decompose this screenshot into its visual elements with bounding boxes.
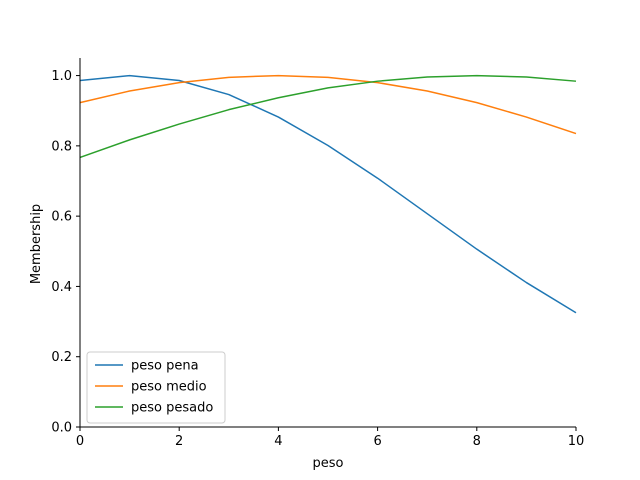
series-line-0 <box>79 74 577 314</box>
x-tick-label: 4 <box>274 434 282 449</box>
axes <box>79 58 576 428</box>
x-tick-label: 6 <box>373 434 381 449</box>
x-tick-label: 2 <box>175 434 183 449</box>
y-axis-label: Membership <box>29 204 44 284</box>
series-line-1 <box>79 74 577 135</box>
y-tick-label: 0.4 <box>51 280 72 295</box>
y-tick-label: 1.0 <box>51 69 72 84</box>
x-axis-label: peso <box>313 456 344 471</box>
legend: peso pena peso medio peso pesado <box>86 351 226 424</box>
legend-label-2: peso pesado <box>131 401 213 416</box>
series-line-2 <box>79 74 577 159</box>
x-axis-ticks: 0 2 4 6 8 10 <box>76 427 584 449</box>
series-lines <box>79 74 577 314</box>
y-tick-label: 0.8 <box>51 139 72 154</box>
x-tick-label: 10 <box>568 434 585 449</box>
x-tick-label: 0 <box>76 434 84 449</box>
y-tick-label: 0.2 <box>51 350 72 365</box>
y-axis-ticks: 0.0 0.2 0.4 0.6 0.8 1.0 <box>51 69 80 436</box>
legend-box <box>86 351 226 424</box>
y-tick-label: 0.0 <box>51 421 72 436</box>
legend-label-1: peso medio <box>131 380 207 395</box>
y-tick-label: 0.6 <box>51 210 72 225</box>
legend-label-0: peso pena <box>131 359 199 374</box>
x-tick-label: 8 <box>473 434 481 449</box>
